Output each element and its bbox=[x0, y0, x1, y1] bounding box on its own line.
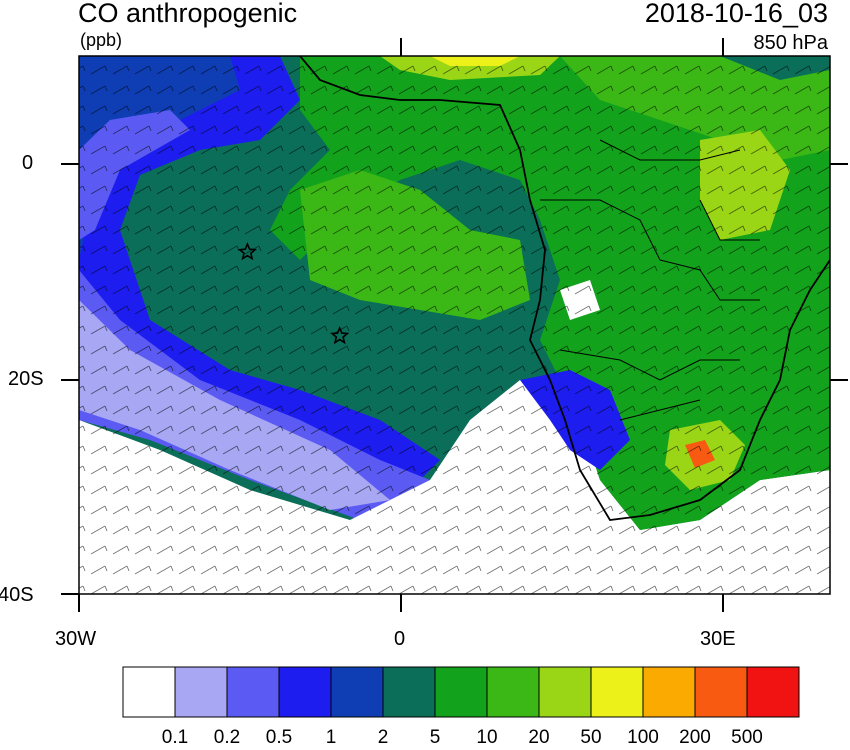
colorbar-box-3 bbox=[278, 666, 332, 718]
pressure-level-label: 850 hPa bbox=[753, 32, 828, 54]
lat-label-20s: 20S bbox=[8, 368, 44, 390]
colorbar-label: 0.1 bbox=[161, 727, 189, 748]
axis-ticks bbox=[61, 38, 848, 612]
datetime-label: 2018-10-16_03 bbox=[644, 0, 828, 28]
colorbar-label: 0.2 bbox=[213, 727, 241, 748]
colorbar-label: 500 bbox=[731, 727, 763, 748]
star-marker-2 bbox=[330, 325, 350, 345]
colorbar-label: 5 bbox=[429, 727, 441, 748]
colorbar-label: 0.5 bbox=[265, 727, 293, 748]
country-borders bbox=[540, 139, 760, 421]
colorbar-label: 100 bbox=[627, 727, 659, 748]
colorbar-box-7 bbox=[486, 666, 540, 718]
lon-label-30e: 30E bbox=[700, 628, 736, 650]
colorbar-box-11 bbox=[694, 666, 748, 718]
units-label: (ppb) bbox=[80, 30, 123, 50]
coastline-africa bbox=[400, 99, 830, 521]
colorbar-box-10 bbox=[642, 666, 696, 718]
map-frame bbox=[78, 55, 831, 595]
colorbar bbox=[122, 666, 800, 718]
colorbar-box-12 bbox=[746, 666, 800, 718]
colorbar-box-9 bbox=[590, 666, 644, 718]
lon-label-30w: 30W bbox=[55, 628, 97, 650]
colorbar-box-5 bbox=[382, 666, 436, 718]
colorbar-label: 2 bbox=[377, 727, 389, 748]
lon-label-0: 0 bbox=[394, 628, 406, 650]
colorbar-label: 1 bbox=[325, 727, 337, 748]
colorbar-box-0 bbox=[122, 666, 176, 718]
colorbar-box-4 bbox=[330, 666, 384, 718]
colorbar-label: 10 bbox=[476, 727, 498, 748]
colorbar-label: 20 bbox=[528, 727, 550, 748]
colorbar-label: 50 bbox=[580, 727, 602, 748]
wind-barbs bbox=[79, 56, 830, 594]
colorbar-box-1 bbox=[174, 666, 228, 718]
map-title: CO anthropogenic bbox=[78, 0, 298, 28]
map-field bbox=[79, 56, 830, 594]
colorbar-label: 200 bbox=[679, 727, 711, 748]
colorbar-box-6 bbox=[434, 666, 488, 718]
colorbar-box-2 bbox=[226, 666, 280, 718]
lat-label-40s: 40S bbox=[0, 584, 34, 606]
coastline-west-africa bbox=[299, 56, 401, 101]
star-marker-1 bbox=[237, 242, 257, 261]
colorbar-box-8 bbox=[538, 666, 592, 718]
lat-label-0: 0 bbox=[22, 152, 34, 174]
